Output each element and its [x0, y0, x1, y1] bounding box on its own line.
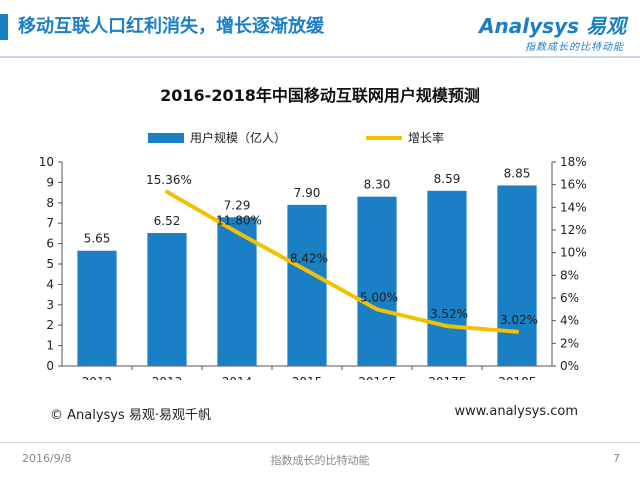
bar-value-label: 5.65	[84, 232, 111, 246]
x-tick-label: 2018F	[498, 375, 536, 380]
y-left-tick-label: 0	[46, 359, 54, 373]
header-divider	[0, 56, 640, 58]
y-left-tick-label: 4	[46, 277, 54, 291]
copyright-text: © Analysys 易观·易观千帆	[50, 408, 212, 423]
growth-value-label: 11.80%	[216, 213, 262, 227]
growth-point-2015	[305, 268, 309, 273]
y-right-tick-label: 12%	[560, 223, 587, 237]
bar-2016F	[357, 196, 397, 366]
analysys-logo: Analysys 易观 指数成长的比特动能	[479, 10, 626, 54]
y-left-tick-label: 6	[46, 237, 54, 251]
bar-value-label: 7.29	[224, 198, 251, 212]
y-right-tick-label: 18%	[560, 155, 587, 169]
y-left-tick-label: 1	[46, 339, 54, 353]
growth-rate-line	[166, 190, 518, 334]
bar-2014	[217, 217, 257, 366]
footer-date: 2016/9/8	[22, 452, 72, 465]
logo-slogan: 指数成长的比特动能	[525, 42, 624, 53]
bar-2018F	[497, 185, 537, 366]
y-right-tick-label: 14%	[560, 200, 587, 214]
growth-value-label: 3.02%	[500, 313, 538, 327]
legend-line-label: 增长率	[408, 130, 444, 145]
growth-value-label: 15.36%	[146, 173, 192, 187]
y-right-tick-label: 4%	[560, 314, 579, 328]
footer-slogan: 指数成长的比特动能	[270, 454, 370, 467]
website-link[interactable]: www.analysys.com	[454, 404, 578, 419]
growth-point-2014	[235, 230, 239, 235]
chart-title: 2016-2018年中国移动互联网用户规模预测	[160, 86, 480, 105]
y-left-tick-label: 5	[46, 257, 54, 271]
growth-point-2016F	[375, 307, 379, 312]
bar-2012	[77, 250, 117, 366]
x-tick-label: 2012	[82, 375, 113, 380]
y-left-tick-label: 2	[46, 318, 54, 332]
y-left-tick-label: 9	[46, 175, 54, 189]
growth-point-2013	[165, 189, 169, 194]
logo-wordmark: Analysys 易观	[479, 14, 626, 38]
page-number: 7	[613, 452, 620, 465]
growth-value-label: 8.42%	[290, 252, 328, 266]
x-tick-label: 2015	[292, 375, 323, 380]
x-tick-label: 2017F	[428, 375, 466, 380]
y-right-tick-label: 2%	[560, 336, 579, 350]
bar-2017F	[427, 190, 467, 366]
y-right-tick-label: 16%	[560, 178, 587, 192]
y-left-tick-label: 8	[46, 196, 54, 210]
bar-2013	[147, 232, 187, 366]
footer-divider	[0, 442, 640, 443]
legend-bar-label: 用户规模（亿人）	[190, 130, 286, 145]
bar-value-label: 7.90	[294, 186, 321, 200]
x-tick-label: 2016F	[358, 375, 396, 380]
growth-value-label: 5.00%	[360, 290, 398, 304]
y-left-tick-label: 7	[46, 216, 54, 230]
x-tick-label: 2013	[152, 375, 183, 380]
bar-value-label: 6.52	[154, 214, 181, 228]
growth-point-2018F	[515, 329, 519, 334]
page-title: 移动互联人口红利消失，增长逐渐放缓	[18, 16, 324, 37]
bar-value-label: 8.59	[434, 172, 461, 186]
y-left-tick-label: 3	[46, 298, 54, 312]
header-accent-bar	[0, 14, 8, 40]
y-right-tick-label: 8%	[560, 268, 579, 282]
bar-2015	[287, 204, 327, 366]
y-right-tick-label: 0%	[560, 359, 579, 373]
y-right-tick-label: 10%	[560, 246, 587, 260]
y-right-tick-label: 6%	[560, 291, 579, 305]
growth-value-label: 3.52%	[430, 307, 468, 321]
growth-point-2017F	[445, 324, 449, 329]
x-tick-label: 2014	[222, 375, 253, 380]
bar-value-label: 8.85	[504, 166, 531, 180]
bar-value-label: 8.30	[364, 178, 391, 192]
y-left-tick-label: 10	[39, 155, 54, 169]
combo-chart: 用户规模（亿人） 增长率 0 1 2 3 4 5 6 7 8 9 10 0% 2% 4% 6% 8% 10% 12% 1…	[39, 130, 587, 380]
legend-bar-swatch	[148, 133, 184, 143]
